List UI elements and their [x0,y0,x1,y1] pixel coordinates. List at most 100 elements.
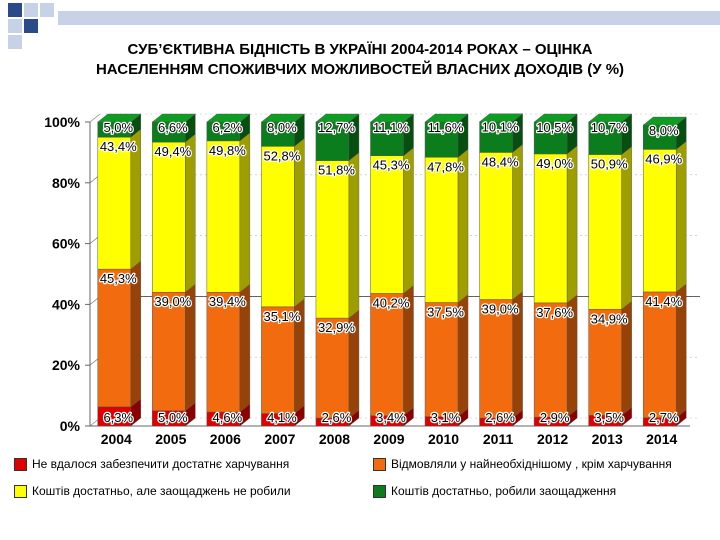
corner-square-5 [40,3,54,17]
data-label: 45,3% [373,158,410,173]
bar-segment-2012-s2 [533,302,568,418]
corner-square-4 [24,19,38,33]
bar-segment-2010-s3 [424,157,459,303]
data-label: 45,3% [100,271,137,286]
data-label: 34,9% [591,311,628,326]
legend-item-1: Не вдалося забезпечити достатнє харчуван… [14,457,289,471]
data-label: 12,7% [318,120,355,135]
data-label: 51,8% [318,163,355,178]
legend-label-4: Коштів достатньо, робили заощадження [391,484,617,498]
bar-segment-2007-s3 [261,146,295,308]
bar-top-2014 [642,116,687,126]
data-label: 11,1% [373,120,409,135]
x-tick-label: 2011 [483,431,514,447]
x-tick-label: 2010 [428,431,459,447]
y-tick-label: 40% [52,296,81,312]
bar-side-2007-s3 [294,137,305,308]
data-label: 2,6% [322,410,352,425]
data-label: 48,4% [482,154,519,169]
data-label: 11,6% [428,120,464,135]
x-tick-label: 2013 [592,431,623,447]
legend-label-2: Відмовляли у найнеобхіднішому , крім хар… [391,457,672,471]
x-tick-label: 2009 [373,431,404,447]
legend-swatch-yellow [14,484,27,498]
legend-item-2: Відмовляли у найнеобхіднішому , крім хар… [373,457,672,471]
chart-title-line1: СУБ’ЄКТИВНА БІДНІСТЬ В УКРАЇНІ 2004-2014… [127,41,593,58]
data-label: 37,5% [427,305,464,320]
data-label: 2,9% [540,410,570,425]
data-label: 37,6% [536,305,573,320]
legend-label-3: Коштів достатньо, але заощаджень не роби… [32,484,291,498]
bar-segment-2013-s4 [588,121,622,155]
bar-segment-2014-s4 [642,124,677,150]
bar-segment-2014-s2 [642,291,677,419]
bar-top-2012 [533,113,578,123]
data-label: 40,2% [373,295,410,310]
data-label: 39,0% [482,302,519,317]
x-tick-label: 2014 [646,431,677,447]
x-tick-label: 2012 [537,431,568,447]
data-label: 4,6% [213,410,243,425]
data-label: 6,2% [213,120,243,135]
bar-top-2009 [369,113,415,123]
bar-top-2011 [479,113,524,122]
data-label: 41,4% [645,294,682,309]
x-tick-label: 2007 [264,431,295,447]
bar-segment-2013-s2 [588,309,622,416]
legend-swatch-orange [373,457,386,471]
bar-segment-2004-s2 [97,268,132,408]
data-label: 50,9% [591,157,628,172]
bar-segment-2009-s3 [370,155,404,294]
bar-top-2007 [260,113,305,123]
data-labels: 6,3% 45,3% 43,4% 5,0% 5,0% 39,0% 49,4% 6,6% 4,6%… [99,118,684,426]
bar-segment-2008-s3 [315,160,350,319]
bar-segment-2011-s2 [479,299,513,419]
data-label: 49,0% [536,156,573,171]
data-label: 43,4% [100,139,137,154]
corner-square-6 [8,35,22,49]
bar-segment-2006-s3 [206,140,241,293]
bar-segment-2014-s3 [642,149,677,293]
bar-top-2013 [588,113,633,123]
data-label: 3,4% [376,410,406,425]
data-label: 3,1% [431,410,461,425]
data-label: 5,0% [158,410,188,425]
x-tick-label: 2004 [101,431,132,447]
bar-segment-2011-s3 [479,152,513,300]
data-label: 2,7% [649,410,679,425]
axis-depth-tick [89,113,101,123]
bar-segment-2009-s2 [370,293,404,416]
header-band [58,11,720,25]
legend-label-1: Не вдалося забезпечити достатнє харчуван… [32,457,290,471]
bars [97,113,687,427]
corner-square-1 [8,3,22,17]
data-label: 49,8% [209,143,246,158]
bar-top-2010 [424,113,469,123]
data-label: 6,6% [158,120,188,135]
data-label: 47,8% [427,159,464,174]
y-tick-label: 0% [60,418,81,434]
data-label: 10,1% [482,120,519,135]
x-tick-label: 2008 [319,431,350,447]
data-label: 10,7% [591,120,628,135]
legend-item-3: Коштів достатньо, але заощаджень не роби… [14,484,291,498]
data-label: 6,3% [103,410,133,425]
data-label: 10,5% [536,120,573,135]
bar-segment-2010-s2 [424,302,459,417]
data-label: 32,9% [318,320,355,335]
data-label: 3,5% [594,410,624,425]
bar-segment-2008-s2 [315,317,350,419]
bar-top-2008 [315,113,360,123]
chart-title-line2: НАСЕЛЕННЯМ СПОЖИВЧИХ МОЖЛИВОСТЕЙ ВЛАСНИХ… [95,61,625,78]
legend-item-4: Коштів достатньо, робили заощадження [373,484,616,498]
data-label: 8,0% [649,123,679,138]
bar-segment-2004-s3 [97,136,132,270]
bar-segment-2005-s2 [152,291,186,412]
data-label: 39,4% [209,294,246,309]
bar-top-2006 [206,113,251,123]
bar-segment-2007-s4 [261,121,295,147]
data-label: 8,0% [267,120,297,135]
data-label: 46,9% [645,151,682,166]
bar-top-2005 [151,113,196,123]
